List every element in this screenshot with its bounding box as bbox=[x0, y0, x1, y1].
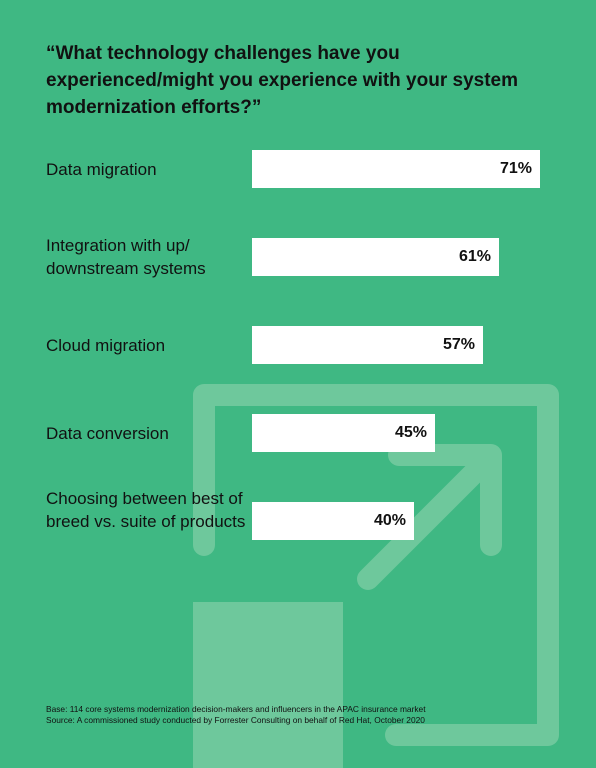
decorative-arrow-shaft bbox=[357, 456, 491, 590]
data-label: 61% bbox=[458, 248, 491, 265]
data-label: 45% bbox=[394, 424, 427, 441]
decorative-arrow-head bbox=[388, 444, 502, 556]
category-label: Integration with up/ downstream systems bbox=[46, 236, 206, 278]
bar: 61% bbox=[252, 238, 499, 276]
chart-title: “What technology challenges have you exp… bbox=[46, 43, 518, 118]
data-label: 57% bbox=[442, 336, 475, 353]
category-label: Data conversion bbox=[46, 423, 169, 443]
category-label: Cloud migration bbox=[46, 335, 166, 355]
footnote-source: Source: A commissioned study conducted b… bbox=[46, 715, 425, 725]
category-label: Choosing between best of breed vs. suite… bbox=[46, 488, 246, 531]
bar: 71% bbox=[252, 150, 540, 188]
decorative-frame-left bbox=[193, 384, 559, 746]
data-label: 40% bbox=[373, 512, 406, 529]
data-label: 71% bbox=[499, 160, 532, 177]
bar: 45% bbox=[252, 414, 435, 452]
category-label: Data migration bbox=[46, 159, 157, 179]
footnote-base: Base: 114 core systems modernization dec… bbox=[46, 704, 426, 714]
bar: 40% bbox=[252, 502, 414, 540]
decorative-square bbox=[193, 602, 343, 768]
bar: 57% bbox=[252, 326, 483, 364]
